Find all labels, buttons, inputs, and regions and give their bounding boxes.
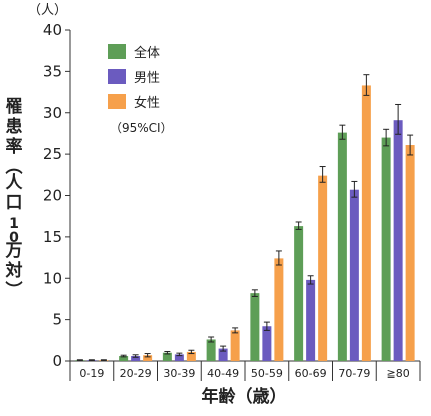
x-tick-label: 0-19 bbox=[79, 367, 104, 380]
bar-男性-50-59 bbox=[262, 326, 272, 361]
bar-女性-≧80 bbox=[405, 145, 415, 361]
legend-label: 女性 bbox=[134, 95, 160, 111]
x-tick-label: 20-29 bbox=[120, 367, 152, 380]
bar-全体-30-39 bbox=[162, 352, 172, 361]
bar-女性-40-49 bbox=[230, 330, 240, 361]
y-tick-label: 25 bbox=[43, 145, 62, 163]
bar-全体-40-49 bbox=[206, 339, 216, 361]
bars bbox=[75, 74, 415, 362]
x-tick-label: 70-79 bbox=[338, 367, 370, 380]
bar-全体-70-79 bbox=[337, 132, 347, 361]
y-tick-label: 30 bbox=[43, 104, 62, 122]
bar-女性-50-59 bbox=[274, 258, 284, 361]
y-tick-label: 15 bbox=[43, 228, 62, 246]
legend-swatch-全体 bbox=[108, 44, 126, 59]
y-tick-label: 0 bbox=[52, 352, 62, 370]
y-axis: 0 5 10 15 20 25 30 35 40 bbox=[43, 21, 71, 370]
y-axis-title-text: 罹患率︵人口 1 0 万対︶ bbox=[5, 97, 24, 301]
bar-男性-30-39 bbox=[174, 354, 184, 361]
bar-男性-60-69 bbox=[306, 279, 316, 361]
y-tick-label: 35 bbox=[43, 62, 62, 80]
bar-女性-30-39 bbox=[186, 351, 196, 361]
y-unit-label: （人） bbox=[28, 3, 67, 18]
bar-全体-20-29 bbox=[119, 356, 129, 361]
bar-全体-60-69 bbox=[294, 226, 304, 361]
x-tick-label: 40-49 bbox=[207, 367, 239, 380]
bar-全体-50-59 bbox=[250, 293, 260, 361]
bar-男性-≧80 bbox=[393, 120, 403, 361]
bar-男性-20-29 bbox=[131, 356, 141, 361]
x-axis: 0-19 20-29 30-39 40-49 50-59 60-69 70-79 ≧80 bbox=[69, 360, 421, 381]
x-tick-label: 50-59 bbox=[251, 367, 283, 380]
y-tick-label: 20 bbox=[43, 187, 62, 205]
legend-label: 男性 bbox=[134, 71, 160, 86]
y-tick-label: 40 bbox=[43, 21, 62, 39]
x-tick-label: ≧80 bbox=[387, 367, 410, 380]
bar-女性-20-29 bbox=[143, 355, 153, 361]
bar-全体-≧80 bbox=[381, 137, 391, 361]
bar-女性-60-69 bbox=[318, 175, 328, 361]
bar-女性-70-79 bbox=[361, 85, 371, 361]
y-tick-label: 5 bbox=[52, 311, 62, 329]
legend-label: 全体 bbox=[134, 45, 160, 61]
bar-男性-70-79 bbox=[349, 189, 359, 361]
legend-swatch-女性 bbox=[108, 94, 126, 109]
x-tick-label: 60-69 bbox=[295, 367, 327, 380]
legend-ci-note: （95%CI） bbox=[110, 121, 173, 135]
x-axis-title: 年齢（歳） bbox=[202, 386, 287, 407]
y-axis-title: 罹患率︵人口 1 0 万対︶ bbox=[5, 97, 24, 301]
bar-男性-40-49 bbox=[218, 348, 228, 361]
y-tick-label: 10 bbox=[43, 269, 62, 287]
legend-swatch-男性 bbox=[108, 69, 126, 84]
x-tick-label: 30-39 bbox=[163, 367, 195, 380]
